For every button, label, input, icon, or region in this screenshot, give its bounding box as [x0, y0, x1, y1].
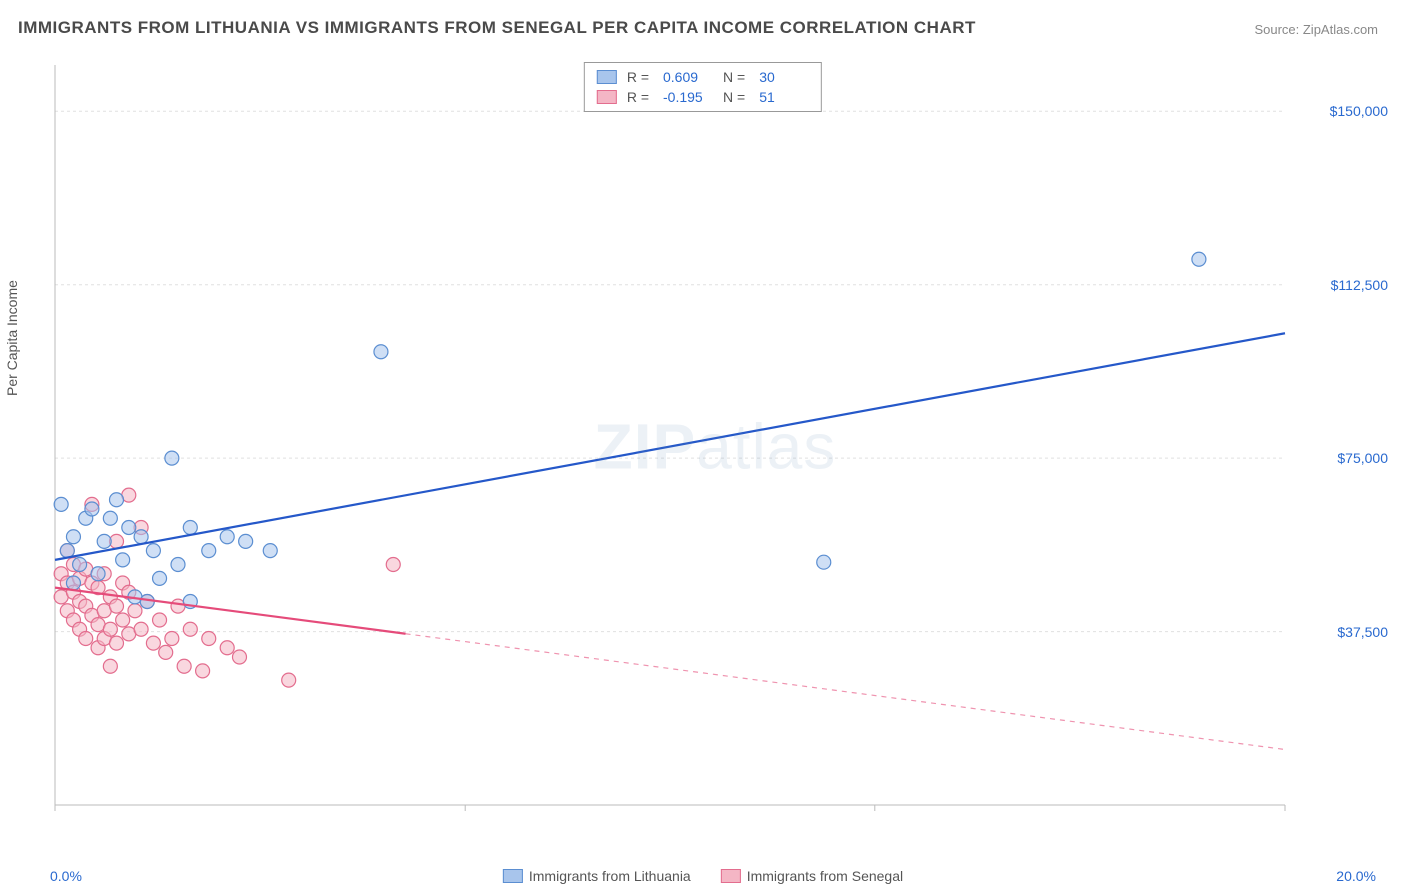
chart-canvas — [50, 60, 1380, 840]
n-value-senegal: 51 — [759, 89, 809, 105]
swatch-senegal — [721, 869, 741, 883]
y-axis-label: Per Capita Income — [4, 280, 20, 396]
y-tick-label: $75,000 — [1337, 450, 1388, 466]
y-tick-label: $150,000 — [1330, 103, 1388, 119]
scatter-plot: ZIPatlas — [50, 60, 1380, 840]
swatch-lithuania — [503, 869, 523, 883]
r-label: R = — [627, 69, 649, 85]
swatch-lithuania — [597, 70, 617, 84]
y-tick-label: $37,500 — [1337, 624, 1388, 640]
series-legend: Immigrants from Lithuania Immigrants fro… — [503, 868, 903, 884]
swatch-senegal — [597, 90, 617, 104]
n-label: N = — [723, 69, 745, 85]
r-value-senegal: -0.195 — [663, 89, 713, 105]
y-tick-label: $112,500 — [1331, 277, 1388, 293]
n-value-lithuania: 30 — [759, 69, 809, 85]
r-label: R = — [627, 89, 649, 105]
series-name-lithuania: Immigrants from Lithuania — [529, 868, 691, 884]
source-attribution: Source: ZipAtlas.com — [1254, 22, 1378, 37]
chart-title: IMMIGRANTS FROM LITHUANIA VS IMMIGRANTS … — [18, 18, 976, 38]
legend-row-lithuania: R = 0.609 N = 30 — [597, 67, 809, 87]
series-name-senegal: Immigrants from Senegal — [747, 868, 903, 884]
correlation-legend: R = 0.609 N = 30 R = -0.195 N = 51 — [584, 62, 822, 112]
legend-item-senegal: Immigrants from Senegal — [721, 868, 903, 884]
legend-item-lithuania: Immigrants from Lithuania — [503, 868, 691, 884]
legend-row-senegal: R = -0.195 N = 51 — [597, 87, 809, 107]
r-value-lithuania: 0.609 — [663, 69, 713, 85]
x-tick-min: 0.0% — [50, 868, 82, 884]
n-label: N = — [723, 89, 745, 105]
x-tick-max: 20.0% — [1336, 868, 1376, 884]
